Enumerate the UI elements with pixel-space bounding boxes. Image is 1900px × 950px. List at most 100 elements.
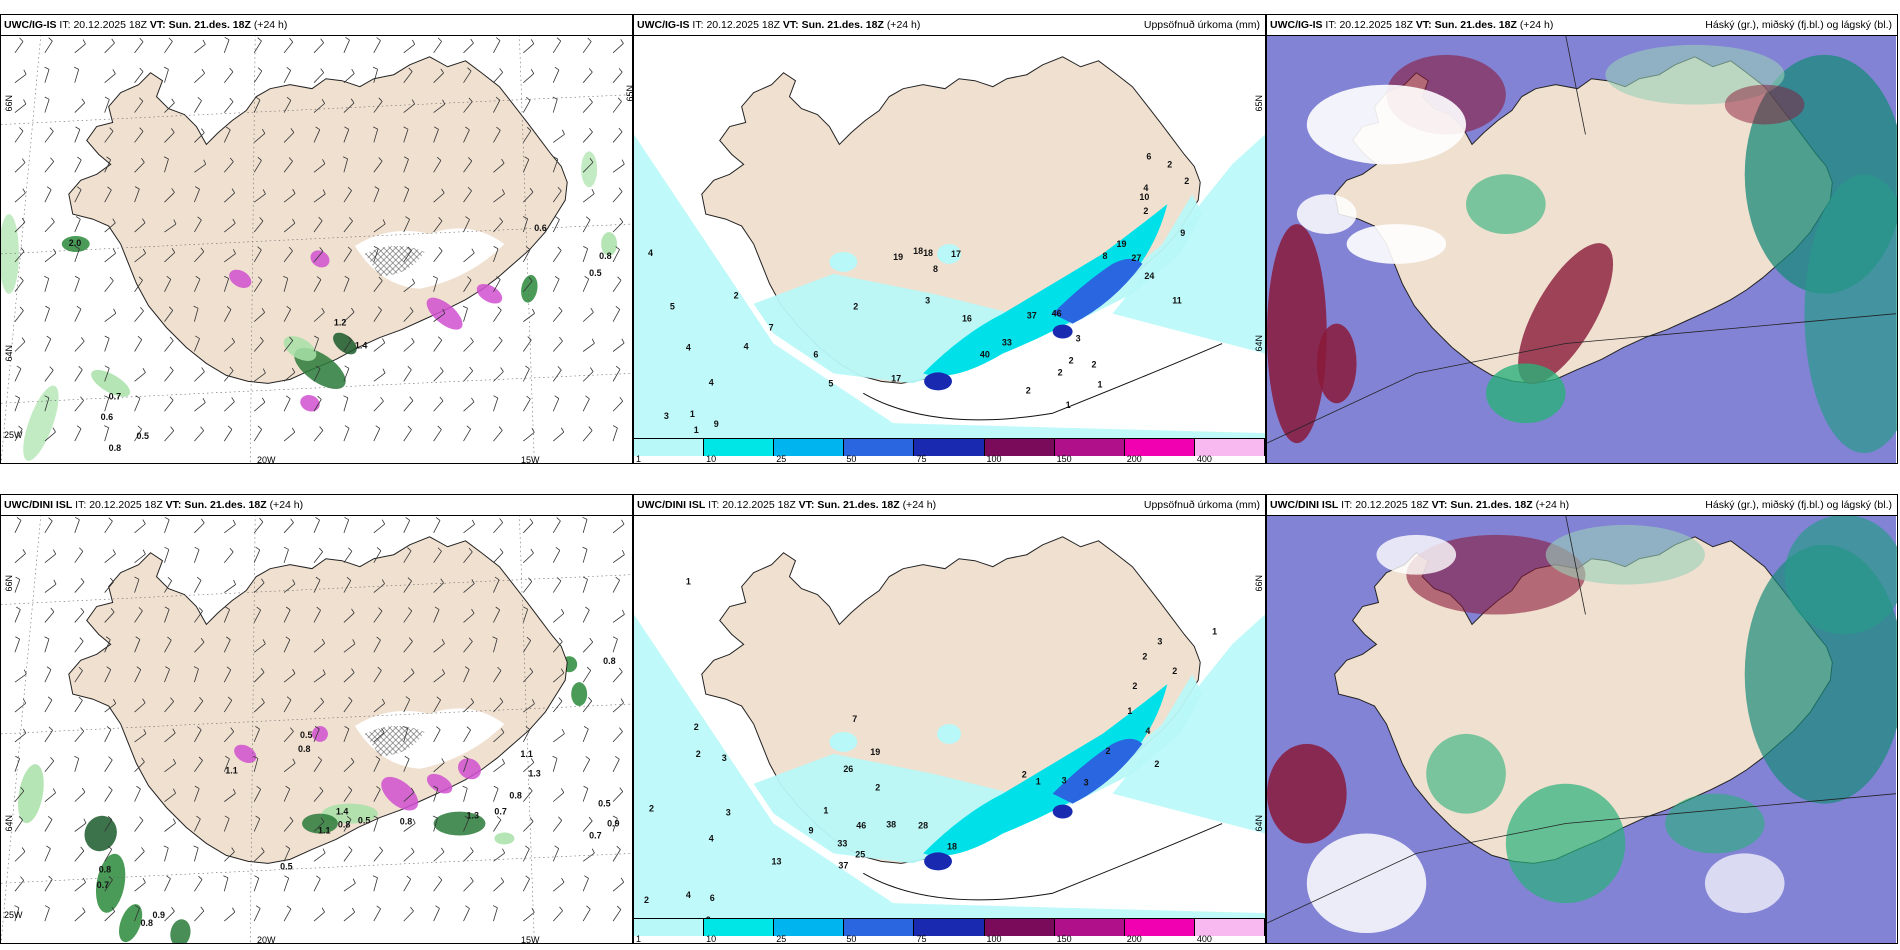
colorbar-label: 25 — [776, 934, 787, 944]
latitude-label: 64N — [4, 815, 14, 832]
lead-time: (+24 h) — [253, 19, 288, 31]
colorbar-label: 50 — [846, 454, 857, 464]
value-label: 2 — [1142, 651, 1147, 661]
value-label: 5 — [670, 302, 675, 312]
panel-info: UWC/DINI ISL IT: 20.12.2025 18Z VT: Sun.… — [4, 495, 303, 515]
panel-info: UWC/DINI ISL IT: 20.12.2025 18Z VT: Sun.… — [1270, 495, 1569, 515]
it-label: IT: — [75, 499, 87, 511]
vt-value: Sun. 21.des. 18Z — [168, 19, 251, 31]
value-label: 13 — [772, 856, 782, 866]
value-label: 8 — [933, 264, 938, 274]
precip-shading — [634, 134, 1265, 444]
value-label: 1 — [1212, 626, 1217, 636]
it-label: IT: — [1341, 499, 1353, 511]
value-label: 2 — [1172, 666, 1177, 676]
lead-time: (+24 h) — [1535, 499, 1570, 511]
value-label: 2 — [694, 722, 699, 732]
colorbar-swatch — [704, 919, 775, 936]
panel-title: Háský (gr.), miðský (fj.bl.) og lágský (… — [1705, 499, 1892, 511]
precip-shading — [234, 725, 486, 836]
panel-header: UWC/DINI ISL IT: 20.12.2025 18Z VT: Sun.… — [634, 495, 1265, 516]
longitude-label: 20W — [257, 935, 276, 944]
it-label: IT: — [692, 19, 704, 31]
model-name: UWC/IG-IS — [4, 19, 57, 31]
value-label: 16 — [962, 314, 972, 324]
value-label: 10 — [1139, 192, 1149, 202]
value-label: 2 — [734, 291, 739, 301]
value-label: 4 — [648, 248, 653, 258]
panel-header: UWC/DINI ISL IT: 20.12.2025 18Z VT: Sun.… — [1267, 495, 1897, 516]
value-label: 1 — [1127, 706, 1132, 716]
colorbar-label: 400 — [1196, 934, 1212, 944]
map-canvas — [1267, 15, 1897, 463]
value-label: 4 — [686, 343, 691, 353]
value-label: 28 — [918, 821, 928, 831]
colorbar-swatch — [774, 439, 845, 456]
it-value: 20.12.2025 18Z — [73, 19, 147, 31]
lead-time: (+24 h) — [886, 19, 921, 31]
colorbar-label: 75 — [916, 934, 927, 944]
value-label: 3 — [1062, 776, 1067, 786]
graticule — [1, 34, 632, 463]
value-label: 18 — [913, 246, 923, 256]
value-label: 2 — [1069, 355, 1074, 365]
value-label: 38 — [886, 820, 896, 830]
longitude-label: 25W — [4, 910, 23, 920]
latitude-label: 66N — [4, 575, 14, 592]
value-label: 19 — [1116, 239, 1126, 249]
colorbar-label: 75 — [916, 454, 927, 464]
value-label: 0.8 — [141, 918, 153, 928]
value-label: 1.1 — [318, 825, 330, 835]
panel-title: Háský (gr.), miðský (fj.bl.) og lágský (… — [1705, 19, 1892, 31]
value-label: 46 — [1052, 309, 1062, 319]
vt-label: VT: — [1431, 499, 1448, 511]
colorbar: 1 10 25 50 75 100 150 200 400 — [634, 438, 1265, 463]
value-label: 6 — [813, 349, 818, 359]
value-label: 0.9 — [153, 910, 165, 920]
value-label: 46 — [856, 821, 866, 831]
vt-label: VT: — [1415, 19, 1432, 31]
panel-header: UWC/IG-IS IT: 20.12.2025 18Z VT: Sun. 21… — [1, 15, 632, 36]
map-canvas: 1223324246321912619721337253346382818213… — [634, 495, 1265, 943]
wind-barbs — [14, 516, 625, 922]
precip-shading — [1, 151, 618, 461]
value-label: 18 — [947, 841, 957, 851]
colorbar-label: 150 — [1056, 454, 1072, 464]
colorbar-swatch — [914, 919, 985, 936]
panel-header: UWC/IG-IS IT: 20.12.2025 18Z VT: Sun. 21… — [1267, 15, 1897, 36]
colorbar-swatch — [1124, 919, 1195, 936]
value-label: 1.1 — [520, 749, 532, 759]
panel-info: UWC/DINI ISL IT: 20.12.2025 18Z VT: Sun.… — [637, 495, 936, 515]
value-label: 9 — [714, 419, 719, 429]
latitude-label: 64N — [1254, 335, 1264, 352]
model-name: UWC/DINI ISL — [4, 499, 73, 511]
value-label: 1.3 — [528, 769, 540, 779]
it-value: 20.12.2025 18Z — [89, 499, 163, 511]
it-value: 20.12.2025 18Z — [1339, 19, 1413, 31]
map-panel-cloud-dini: UWC/DINI ISL IT: 20.12.2025 18Z VT: Sun.… — [1266, 494, 1898, 944]
value-label: 0.7 — [494, 807, 506, 817]
value-label: 0.5 — [280, 861, 292, 871]
value-label: 3 — [722, 753, 727, 763]
value-label: 19 — [870, 747, 880, 757]
colorbar-swatch — [1194, 439, 1265, 456]
precip-intense — [753, 674, 1203, 871]
value-label: 0.7 — [589, 830, 601, 840]
lead-time: (+24 h) — [269, 499, 304, 511]
value-label: 6 — [1146, 151, 1151, 161]
colorbar-swatch — [1124, 439, 1195, 456]
colorbar-swatch — [1054, 919, 1125, 936]
value-label: 9 — [1180, 228, 1185, 238]
map-canvas: 0.80.50.90.70.80.70.90.80.51.10.50.81.40… — [1, 495, 632, 943]
value-label: 0.7 — [97, 880, 109, 890]
latitude-label: 65N — [1254, 95, 1264, 112]
colorbar-label: 10 — [706, 934, 717, 944]
value-label: 37 — [1027, 311, 1037, 321]
colorbar-label: 400 — [1196, 454, 1212, 464]
colorbar-label: 1 — [636, 934, 642, 944]
colorbar-swatch — [984, 919, 1055, 936]
panel-title: Uppsöfnuð úrkoma (mm) — [1143, 499, 1260, 511]
value-label: 1.1 — [225, 766, 237, 776]
value-label: 0.5 — [358, 816, 370, 826]
